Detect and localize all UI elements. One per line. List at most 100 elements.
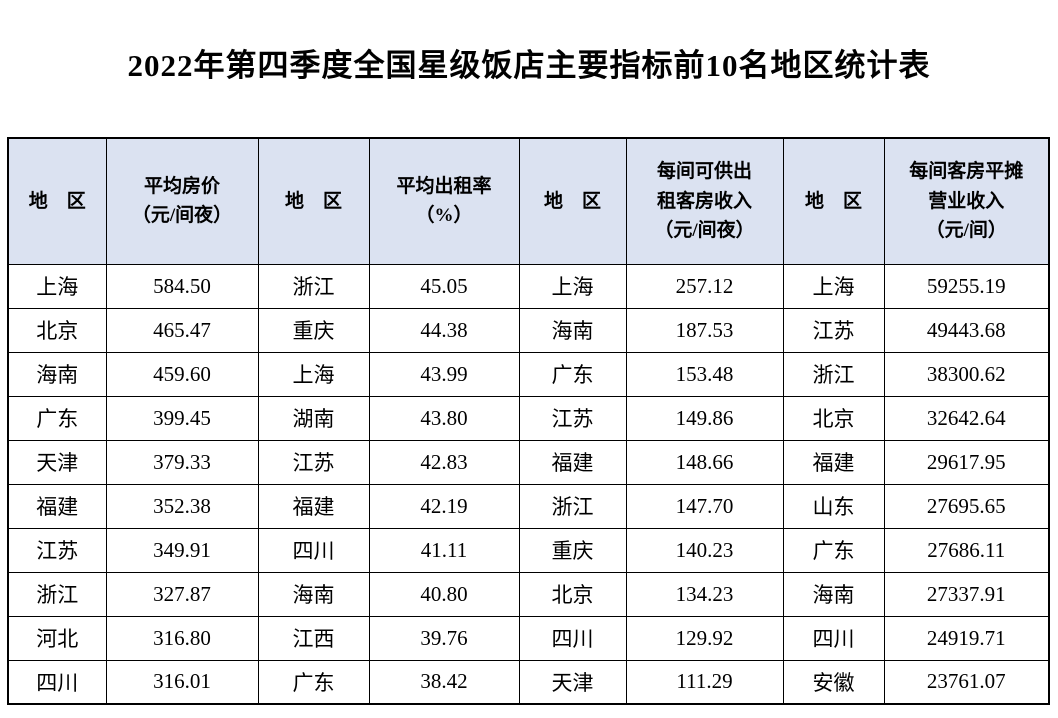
region-cell-region-2: 湖南	[257, 395, 370, 441]
value-cell-avg-room-price: 327.87	[105, 571, 259, 617]
region-cell-region-2: 四川	[257, 527, 370, 573]
table-header-row: 地 区平均房价 （元/间夜）地 区平均出租率 （%）地 区每间可供出 租客房收入…	[7, 137, 1050, 265]
region-cell-region-4: 福建	[782, 439, 885, 485]
value-cell-avg-occupancy-rate: 45.05	[368, 263, 520, 309]
region-cell-region-4: 浙江	[782, 351, 885, 397]
region-cell-region-2: 江苏	[257, 439, 370, 485]
value-cell-avg-occupancy-rate: 41.11	[368, 527, 520, 573]
column-header-avg-room-price: 平均房价 （元/间夜）	[105, 137, 259, 265]
value-cell-avg-room-price: 584.50	[105, 263, 259, 309]
value-cell-avg-room-price: 459.60	[105, 351, 259, 397]
value-cell-avg-occupancy-rate: 42.83	[368, 439, 520, 485]
region-cell-region-2: 广东	[257, 659, 370, 705]
value-cell-avg-occupancy-rate: 39.76	[368, 615, 520, 661]
value-cell-revenue-per-available-room: 148.66	[625, 439, 784, 485]
table-body: 上海 584.50 浙江 45.05 上海 257.12 上海 59255.19 北京 465.4…	[7, 263, 1050, 705]
column-header-revenue-per-available-room: 每间可供出 租客房收入 （元/间夜）	[625, 137, 784, 265]
region-cell-region-4: 江苏	[782, 307, 885, 353]
value-cell-avg-room-price: 316.01	[105, 659, 259, 705]
value-cell-operating-revenue-per-room: 38300.62	[883, 351, 1050, 397]
region-cell-region-3: 重庆	[518, 527, 627, 573]
region-cell-region-3: 海南	[518, 307, 627, 353]
value-cell-revenue-per-available-room: 187.53	[625, 307, 784, 353]
region-cell-region-1: 北京	[7, 307, 107, 353]
value-cell-operating-revenue-per-room: 27686.11	[883, 527, 1050, 573]
value-cell-operating-revenue-per-room: 27337.91	[883, 571, 1050, 617]
region-cell-region-2: 江西	[257, 615, 370, 661]
value-cell-revenue-per-available-room: 257.12	[625, 263, 784, 309]
value-cell-avg-occupancy-rate: 43.99	[368, 351, 520, 397]
column-header-region-1: 地 区	[7, 137, 107, 265]
region-cell-region-4: 安徽	[782, 659, 885, 705]
value-cell-operating-revenue-per-room: 24919.71	[883, 615, 1050, 661]
value-cell-revenue-per-available-room: 134.23	[625, 571, 784, 617]
value-cell-operating-revenue-per-room: 29617.95	[883, 439, 1050, 485]
table-row: 江苏 349.91 四川 41.11 重庆 140.23 广东 27686.11	[7, 527, 1050, 573]
region-cell-region-2: 福建	[257, 483, 370, 529]
region-cell-region-1: 福建	[7, 483, 107, 529]
region-cell-region-2: 重庆	[257, 307, 370, 353]
table-row: 北京 465.47 重庆 44.38 海南 187.53 江苏 49443.68	[7, 307, 1050, 353]
table-row: 四川 316.01 广东 38.42 天津 111.29 安徽 23761.07	[7, 659, 1050, 705]
value-cell-avg-room-price: 352.38	[105, 483, 259, 529]
value-cell-avg-occupancy-rate: 44.38	[368, 307, 520, 353]
value-cell-avg-occupancy-rate: 40.80	[368, 571, 520, 617]
value-cell-operating-revenue-per-room: 49443.68	[883, 307, 1050, 353]
region-cell-region-4: 四川	[782, 615, 885, 661]
value-cell-operating-revenue-per-room: 23761.07	[883, 659, 1050, 705]
value-cell-operating-revenue-per-room: 59255.19	[883, 263, 1050, 309]
region-cell-region-2: 浙江	[257, 263, 370, 309]
value-cell-avg-room-price: 379.33	[105, 439, 259, 485]
value-cell-avg-occupancy-rate: 38.42	[368, 659, 520, 705]
region-cell-region-1: 江苏	[7, 527, 107, 573]
region-cell-region-3: 福建	[518, 439, 627, 485]
region-cell-region-3: 天津	[518, 659, 627, 705]
region-cell-region-3: 江苏	[518, 395, 627, 441]
table-row: 广东 399.45 湖南 43.80 江苏 149.86 北京 32642.64	[7, 395, 1050, 441]
region-cell-region-1: 河北	[7, 615, 107, 661]
value-cell-revenue-per-available-room: 140.23	[625, 527, 784, 573]
column-header-region-4: 地 区	[782, 137, 885, 265]
value-cell-avg-room-price: 316.80	[105, 615, 259, 661]
value-cell-operating-revenue-per-room: 27695.65	[883, 483, 1050, 529]
column-header-region-3: 地 区	[518, 137, 627, 265]
value-cell-avg-room-price: 349.91	[105, 527, 259, 573]
region-cell-region-3: 浙江	[518, 483, 627, 529]
value-cell-operating-revenue-per-room: 32642.64	[883, 395, 1050, 441]
table-row: 河北 316.80 江西 39.76 四川 129.92 四川 24919.71	[7, 615, 1050, 661]
value-cell-revenue-per-available-room: 153.48	[625, 351, 784, 397]
value-cell-revenue-per-available-room: 111.29	[625, 659, 784, 705]
column-header-region-2: 地 区	[257, 137, 370, 265]
page-title: 2022年第四季度全国星级饭店主要指标前10名地区统计表	[127, 48, 931, 83]
value-cell-avg-occupancy-rate: 43.80	[368, 395, 520, 441]
column-header-operating-revenue-per-room: 每间客房平摊 营业收入 （元/间）	[883, 137, 1050, 265]
table-row: 上海 584.50 浙江 45.05 上海 257.12 上海 59255.19	[7, 263, 1050, 309]
region-cell-region-4: 北京	[782, 395, 885, 441]
region-cell-region-4: 海南	[782, 571, 885, 617]
region-cell-region-4: 山东	[782, 483, 885, 529]
region-cell-region-2: 上海	[257, 351, 370, 397]
value-cell-avg-room-price: 465.47	[105, 307, 259, 353]
region-cell-region-4: 广东	[782, 527, 885, 573]
value-cell-revenue-per-available-room: 147.70	[625, 483, 784, 529]
value-cell-avg-room-price: 399.45	[105, 395, 259, 441]
region-cell-region-1: 海南	[7, 351, 107, 397]
value-cell-revenue-per-available-room: 149.86	[625, 395, 784, 441]
value-cell-avg-occupancy-rate: 42.19	[368, 483, 520, 529]
hotel-stats-table: 地 区平均房价 （元/间夜）地 区平均出租率 （%）地 区每间可供出 租客房收入…	[7, 137, 1050, 705]
table-row: 福建 352.38 福建 42.19 浙江 147.70 山东 27695.65	[7, 483, 1050, 529]
region-cell-region-1: 四川	[7, 659, 107, 705]
region-cell-region-1: 天津	[7, 439, 107, 485]
region-cell-region-4: 上海	[782, 263, 885, 309]
region-cell-region-1: 广东	[7, 395, 107, 441]
region-cell-region-3: 广东	[518, 351, 627, 397]
table-row: 浙江 327.87 海南 40.80 北京 134.23 海南 27337.91	[7, 571, 1050, 617]
value-cell-revenue-per-available-room: 129.92	[625, 615, 784, 661]
region-cell-region-1: 浙江	[7, 571, 107, 617]
table-row: 天津 379.33 江苏 42.83 福建 148.66 福建 29617.95	[7, 439, 1050, 485]
table-row: 海南 459.60 上海 43.99 广东 153.48 浙江 38300.62	[7, 351, 1050, 397]
region-cell-region-3: 北京	[518, 571, 627, 617]
region-cell-region-3: 上海	[518, 263, 627, 309]
column-header-avg-occupancy-rate: 平均出租率 （%）	[368, 137, 520, 265]
